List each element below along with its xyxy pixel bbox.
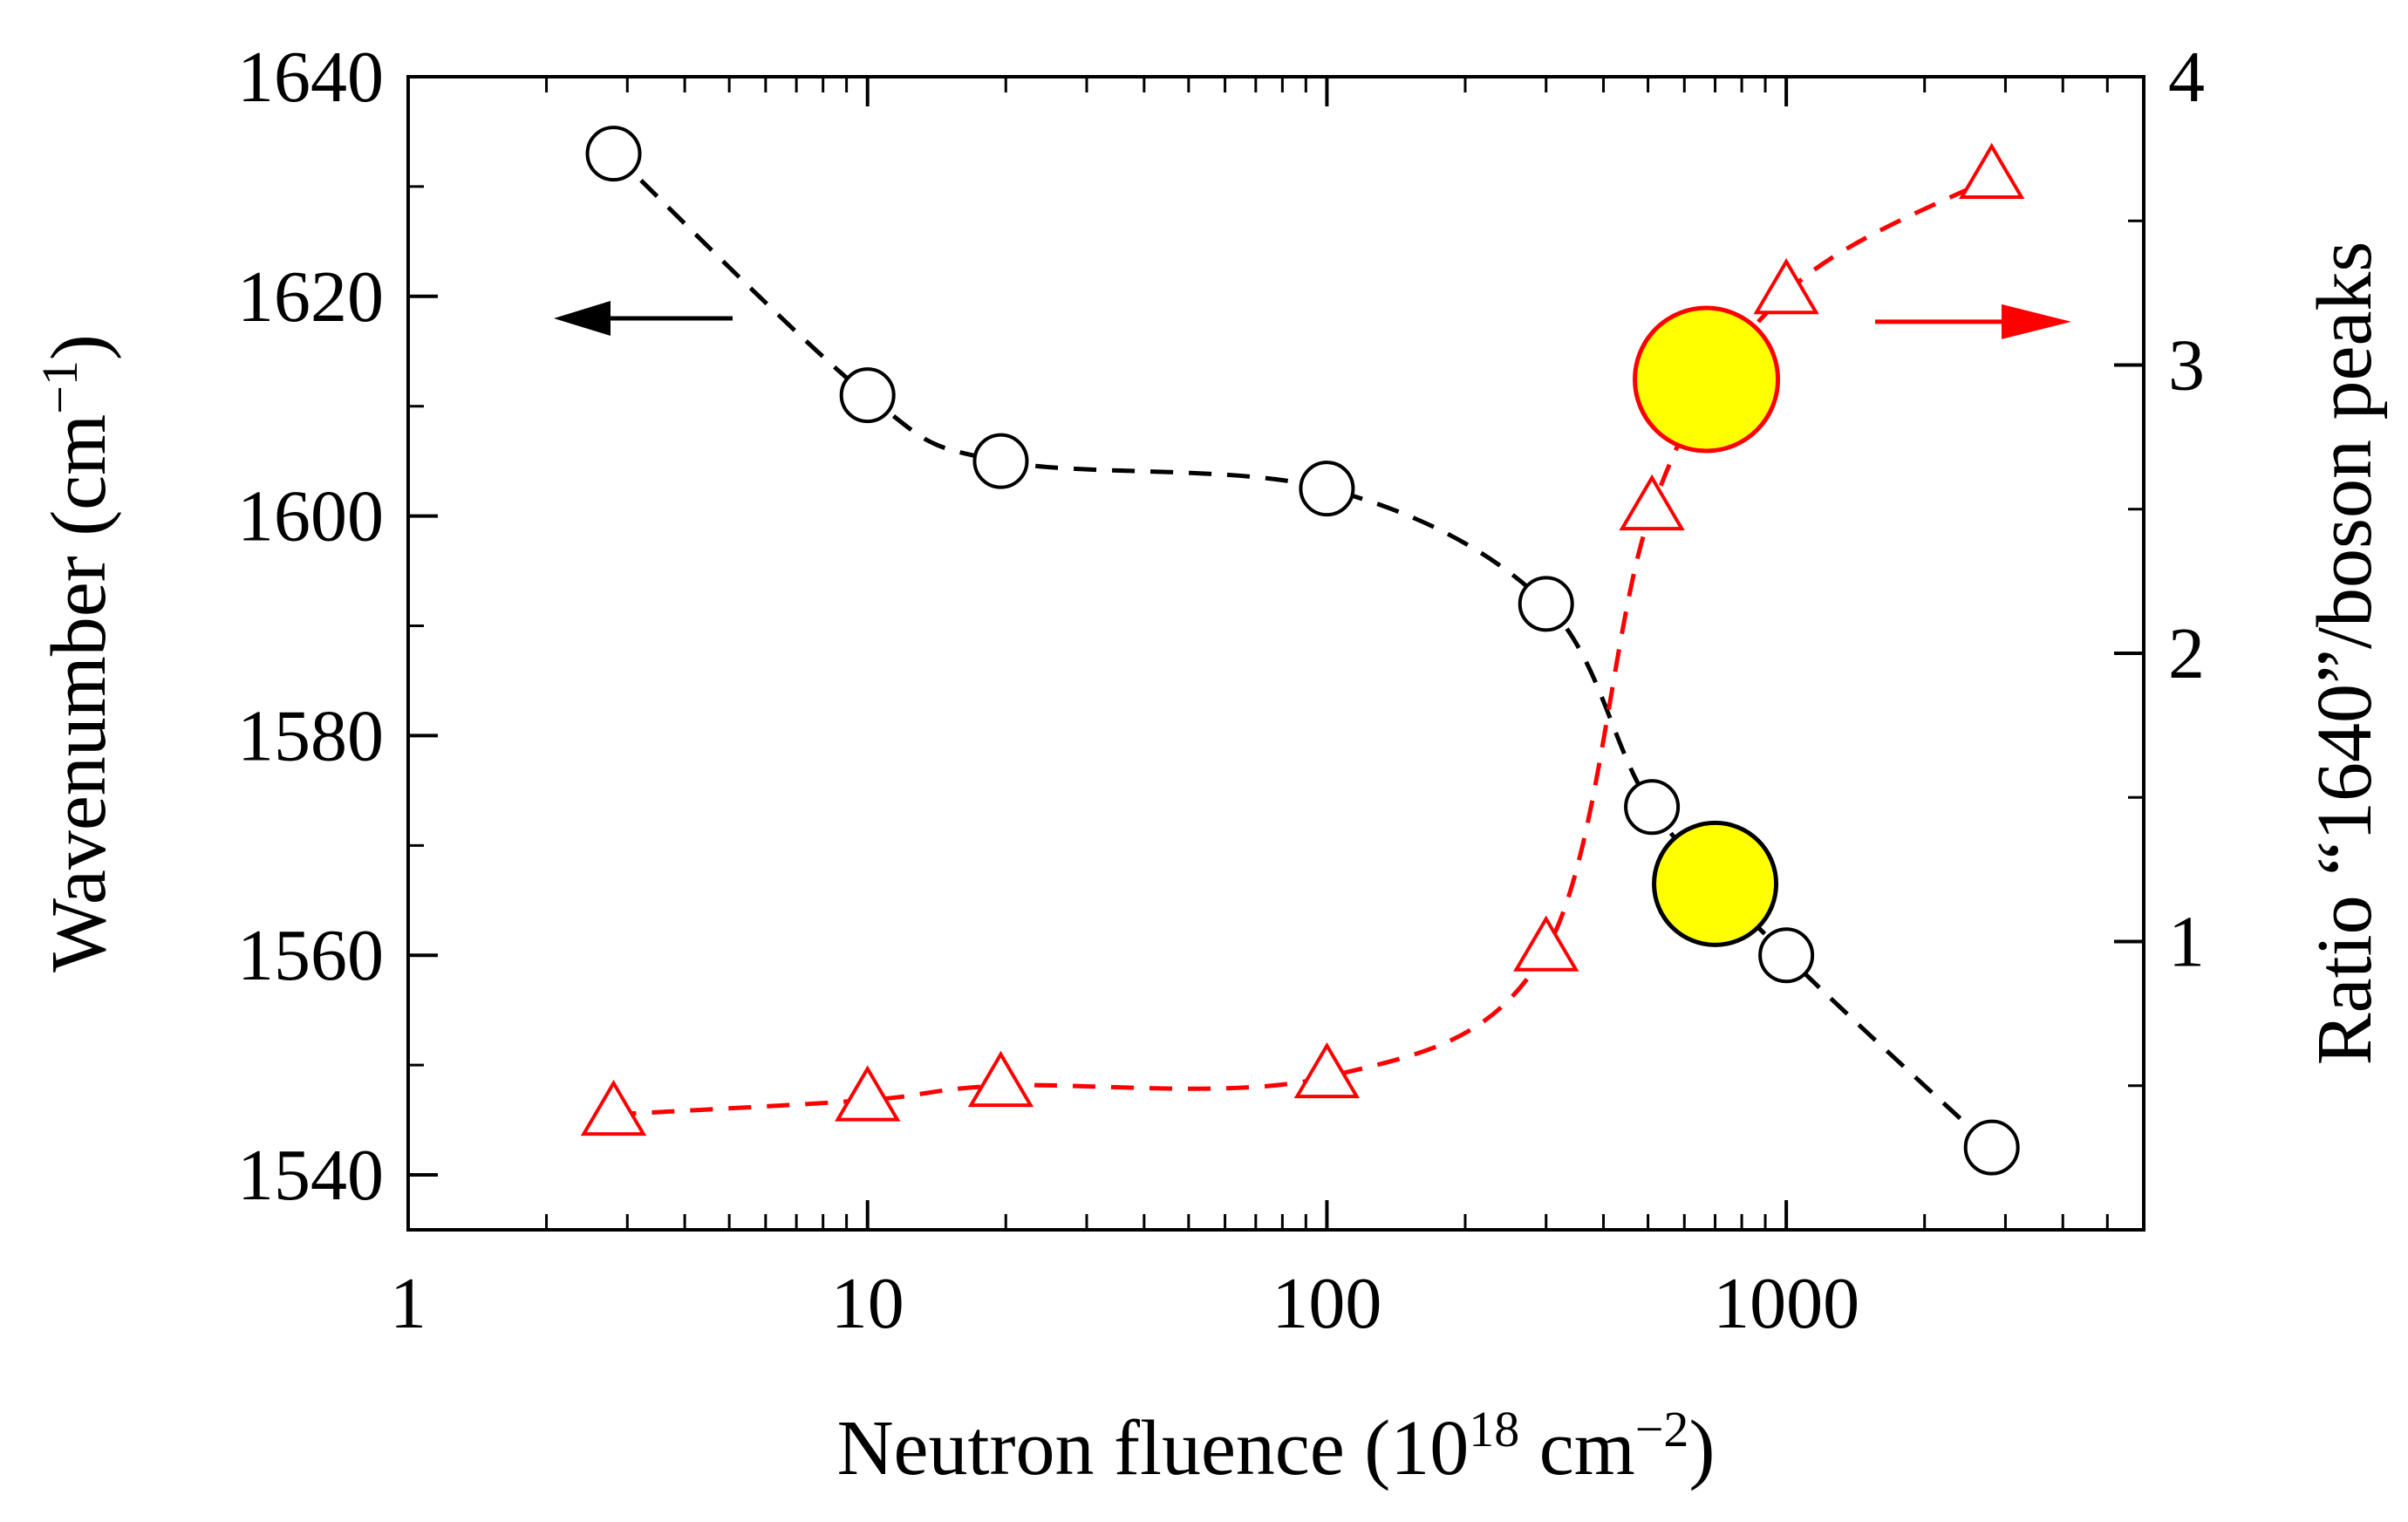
left-axis-arrow-head — [554, 300, 611, 336]
y-right-tick-label-2: 3 — [2168, 325, 2205, 406]
data-point-circle-5 — [1624, 779, 1681, 836]
data-point-circle-1 — [839, 367, 896, 424]
data-point-triangle-6 — [1753, 257, 1819, 315]
data-point-triangle-0 — [580, 1079, 647, 1136]
data-point-triangle-1 — [835, 1065, 901, 1122]
data-point-circle-0 — [585, 126, 642, 182]
x-tick-label-2: 100 — [1272, 1263, 1381, 1344]
data-point-circle-3 — [1299, 461, 1355, 517]
x-axis-title-exp2: −2 — [1635, 1401, 1689, 1457]
y-left-axis-title-base: Wavenumber (cm — [36, 414, 122, 973]
red-highlight — [1633, 305, 1781, 454]
axis-tick-labels: 1 10 100 1000 1540 1560 1580 1600 1620 1640 1 2 3 4 — [237, 37, 2205, 1344]
y-right-tick-label-0: 1 — [2168, 902, 2205, 983]
data-point-triangle-5 — [1619, 474, 1685, 531]
y-left-tick-label-4: 1620 — [237, 256, 384, 338]
data-point-triangle-7 — [1958, 142, 2025, 199]
x-tick-label-1: 10 — [831, 1263, 904, 1344]
y-right-tick-label-3: 4 — [2168, 37, 2205, 118]
plot-frame — [406, 75, 2145, 1232]
x-tick-label-0: 1 — [390, 1263, 426, 1344]
trend-curve-1 — [613, 175, 1993, 1117]
axis-ticks — [406, 75, 2145, 1230]
y-left-tick-label-5: 1640 — [237, 37, 384, 118]
y-right-tick-label-1: 2 — [2168, 613, 2205, 694]
data-point-circle-7 — [1963, 1119, 2020, 1176]
right-axis-arrow-head — [2002, 304, 2071, 339]
data-point-circle-4 — [1518, 576, 1574, 632]
y-left-tick-label-0: 1540 — [237, 1135, 384, 1216]
y-left-tick-label-2: 1580 — [237, 695, 384, 776]
y-left-axis-title: Wavenumber (cm−1) — [31, 334, 123, 973]
data-point-circle-2 — [972, 433, 1029, 489]
axis-arrows — [554, 300, 2071, 339]
y-left-tick-label-1: 1560 — [237, 915, 384, 996]
data-point-triangle-4 — [1513, 915, 1579, 972]
black-highlight — [1652, 820, 1779, 947]
y-left-axis-title-exp: −1 — [31, 360, 88, 414]
x-axis-title-mid: cm — [1519, 1405, 1634, 1491]
x-axis-title-base: Neutron fluence (10 — [837, 1405, 1470, 1491]
x-axis-title-exp1: 18 — [1469, 1401, 1519, 1457]
data-point-circle-6 — [1758, 927, 1815, 984]
data-markers — [580, 126, 2025, 1176]
x-axis-title-end: ) — [1688, 1405, 1715, 1491]
data-point-triangle-2 — [967, 1050, 1034, 1108]
x-tick-label-3: 1000 — [1713, 1263, 1859, 1344]
y-left-axis-title-end: ) — [36, 334, 122, 360]
y-left-tick-label-3: 1600 — [237, 476, 384, 557]
data-point-triangle-3 — [1293, 1041, 1361, 1099]
highlight-markers — [1633, 305, 1781, 947]
plot-frame-rect — [406, 75, 2145, 1232]
x-axis-title: Neutron fluence (1018 cm−2) — [837, 1401, 1716, 1492]
y-right-axis-title: Ratio “1640”/boson peaks — [2302, 242, 2388, 1066]
